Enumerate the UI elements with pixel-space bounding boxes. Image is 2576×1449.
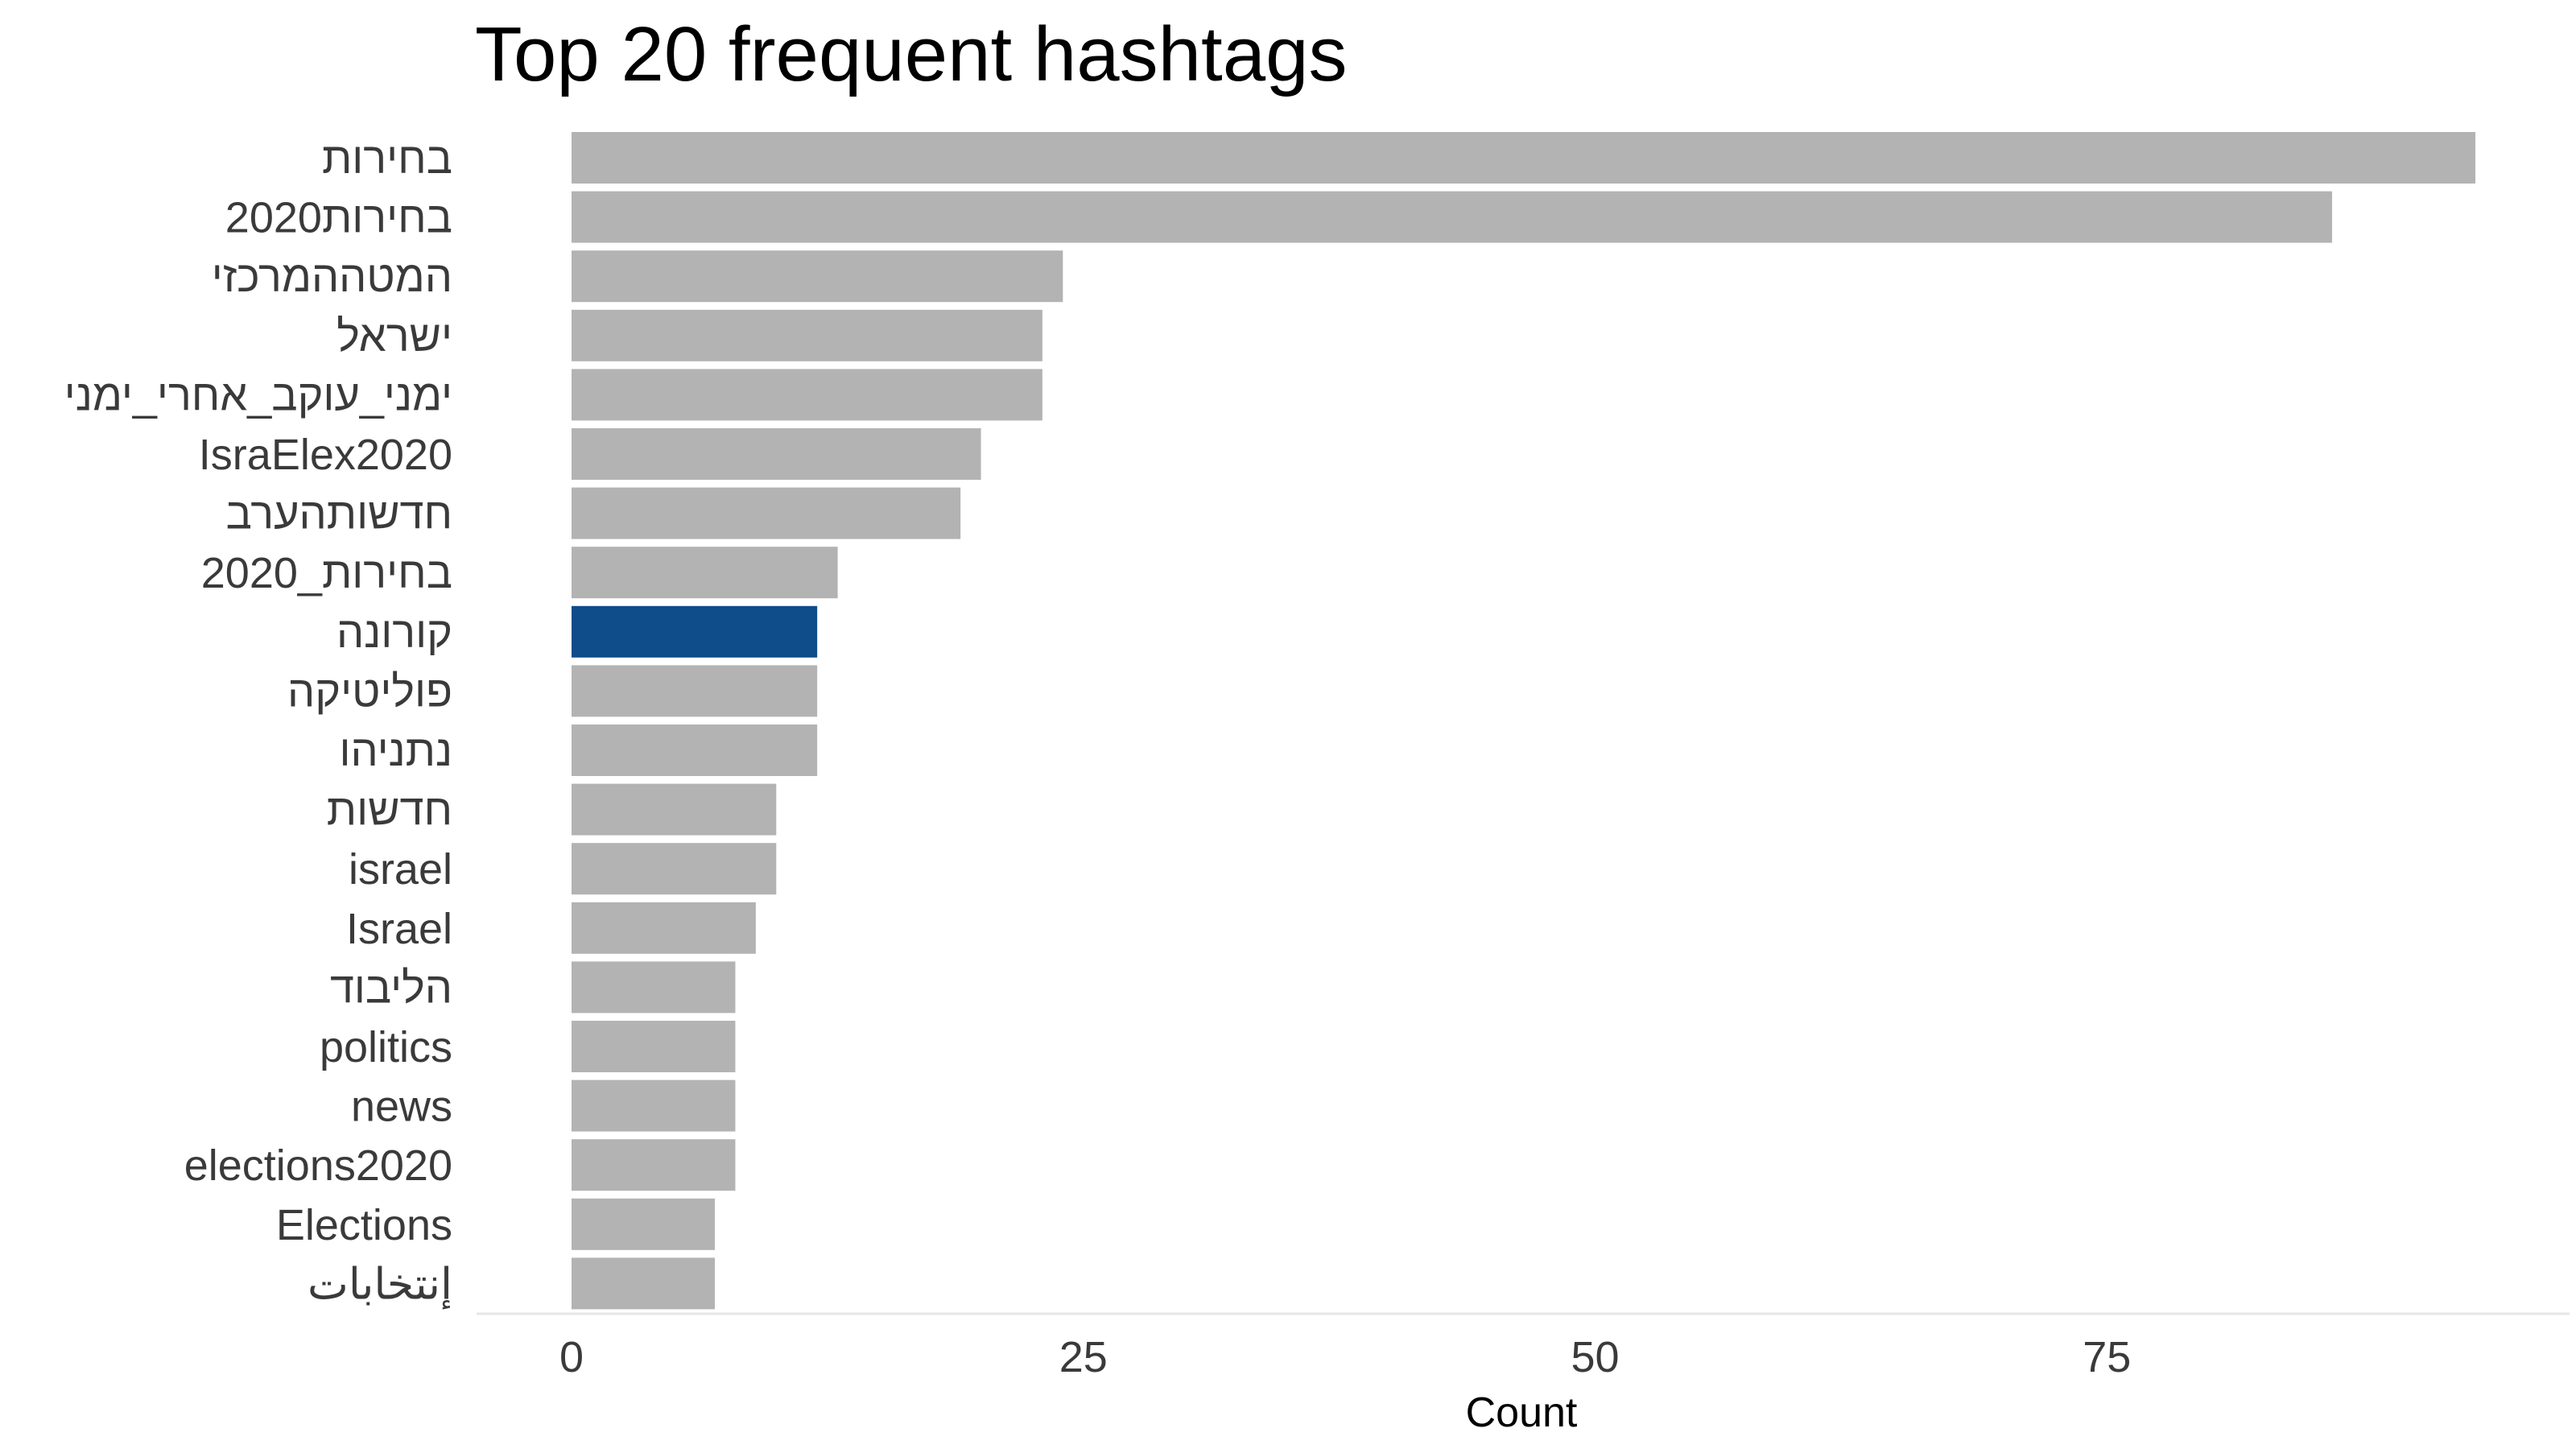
x-tick-labels-group: 0 25 50 75	[559, 1333, 2131, 1381]
bar-5	[572, 369, 1042, 421]
bar-11	[572, 724, 818, 776]
bar-20	[572, 1257, 716, 1310]
category-label: בחירות_2020	[201, 549, 452, 597]
category-label: elections2020	[184, 1141, 452, 1190]
category-label: חדשות	[327, 786, 452, 835]
bar-14	[572, 902, 756, 954]
bar-6	[572, 428, 981, 480]
x-tick-label: 25	[1059, 1333, 1108, 1381]
bar-9	[572, 605, 818, 658]
bar-19	[572, 1198, 716, 1250]
bar-8	[572, 547, 838, 599]
bars-group	[572, 132, 2475, 1310]
chart-title: Top 20 frequent hashtags	[475, 11, 1347, 97]
bar-16	[572, 1021, 736, 1072]
x-axis-title: Count	[1466, 1389, 1578, 1436]
bar-4	[572, 309, 1042, 361]
category-label: ימני_עוקב_אחרי_ימני	[64, 371, 452, 419]
category-label: חדשותהערב	[226, 490, 452, 539]
category-label: Israel	[346, 905, 452, 953]
category-label: IsraElex2020	[199, 431, 452, 479]
x-tick-label: 75	[2083, 1333, 2131, 1381]
category-label: בחירות	[322, 134, 452, 183]
bar-15	[572, 961, 736, 1013]
category-label: הליבוד	[330, 964, 452, 1012]
bar-13	[572, 843, 777, 895]
category-label: בחירות2020	[225, 194, 452, 242]
bar-12	[572, 783, 777, 836]
bar-3	[572, 250, 1063, 303]
category-label: המטההמרכזי	[212, 253, 452, 301]
bar-10	[572, 665, 818, 717]
bar-1	[572, 132, 2475, 184]
category-labels-group: בחירות בחירות2020 המטההמרכזי ישראל ימני_עוקב…	[64, 134, 452, 1309]
category-label: israel	[349, 845, 452, 894]
bar-18	[572, 1139, 736, 1191]
bar-17	[572, 1080, 736, 1132]
bar-7	[572, 487, 961, 539]
category-label: קורונה	[336, 609, 452, 657]
bar-2	[572, 191, 2332, 243]
category-label: إنتخابات	[308, 1260, 452, 1309]
category-label: politics	[320, 1023, 452, 1071]
category-label: Elections	[276, 1201, 452, 1249]
x-tick-label: 0	[559, 1333, 584, 1381]
category-label: פוליטיקה	[287, 667, 452, 716]
x-tick-label: 50	[1571, 1333, 1619, 1381]
category-label: news	[351, 1083, 452, 1131]
category-label: נתניהו	[339, 727, 452, 775]
category-label: ישראל	[336, 312, 452, 361]
